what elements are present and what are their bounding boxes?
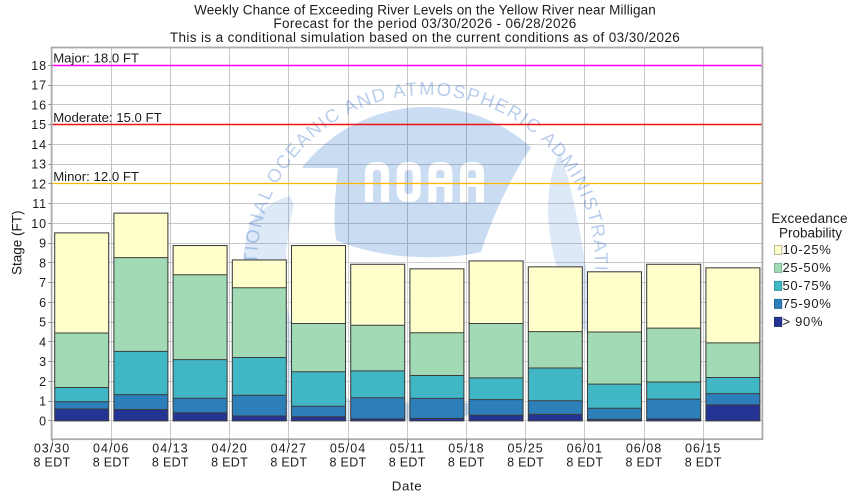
svg-text:8 EDT: 8 EDT	[389, 455, 426, 469]
svg-text:06/15: 06/15	[685, 441, 721, 455]
svg-text:Probability: Probability	[779, 226, 842, 241]
svg-text:10: 10	[31, 217, 47, 231]
svg-text:8 EDT: 8 EDT	[685, 455, 722, 469]
svg-text:05/11: 05/11	[390, 441, 425, 455]
svg-text:05/25: 05/25	[507, 441, 543, 455]
svg-text:8 EDT: 8 EDT	[566, 455, 603, 469]
svg-text:1: 1	[39, 395, 47, 409]
svg-text:5: 5	[39, 316, 47, 330]
svg-text:Weekly Chance of Exceeding Riv: Weekly Chance of Exceeding River Levels …	[194, 2, 656, 17]
svg-text:06/08: 06/08	[626, 441, 662, 455]
svg-text:8 EDT: 8 EDT	[626, 455, 663, 469]
svg-text:8 EDT: 8 EDT	[152, 455, 189, 469]
svg-text:10-25%: 10-25%	[783, 242, 832, 257]
svg-text:11: 11	[32, 197, 47, 211]
svg-text:8 EDT: 8 EDT	[448, 455, 485, 469]
svg-text:8 EDT: 8 EDT	[34, 455, 71, 469]
svg-text:9: 9	[39, 237, 47, 251]
svg-text:75-90%: 75-90%	[783, 296, 832, 311]
svg-text:Exceedance: Exceedance	[771, 211, 847, 226]
svg-text:04/13: 04/13	[152, 441, 188, 455]
svg-text:Moderate: 15.0 FT: Moderate: 15.0 FT	[53, 110, 161, 125]
svg-text:04/06: 04/06	[93, 441, 129, 455]
svg-text:12: 12	[31, 177, 47, 191]
svg-text:05/04: 05/04	[330, 441, 366, 455]
svg-text:04/27: 04/27	[271, 441, 307, 455]
svg-text:8 EDT: 8 EDT	[211, 455, 248, 469]
svg-text:Forecast for the period 03/30/: Forecast for the period 03/30/2026 - 06/…	[273, 16, 576, 31]
svg-text:0: 0	[39, 414, 47, 428]
svg-text:7: 7	[39, 276, 47, 290]
svg-text:06/01: 06/01	[567, 441, 603, 455]
svg-text:2: 2	[39, 375, 47, 389]
svg-text:03/30: 03/30	[34, 441, 70, 455]
svg-text:17: 17	[31, 79, 47, 93]
svg-text:4: 4	[39, 335, 47, 349]
svg-text:Date: Date	[392, 478, 423, 493]
svg-text:Stage (FT): Stage (FT)	[10, 211, 25, 276]
svg-text:8 EDT: 8 EDT	[330, 455, 367, 469]
svg-text:13: 13	[31, 158, 47, 172]
svg-text:> 90%: > 90%	[783, 314, 824, 329]
svg-text:3: 3	[39, 355, 47, 369]
svg-text:6: 6	[39, 296, 47, 310]
svg-text:Major: 18.0 FT: Major: 18.0 FT	[53, 51, 139, 66]
svg-text:25-50%: 25-50%	[783, 260, 832, 275]
svg-text:04/20: 04/20	[211, 441, 247, 455]
svg-text:This is a conditional simulati: This is a conditional simulation based o…	[170, 30, 680, 45]
svg-text:8: 8	[39, 256, 47, 270]
svg-text:15: 15	[31, 118, 47, 132]
svg-text:8 EDT: 8 EDT	[507, 455, 544, 469]
svg-text:8 EDT: 8 EDT	[93, 455, 130, 469]
svg-text:18: 18	[31, 59, 47, 73]
svg-text:05/18: 05/18	[448, 441, 484, 455]
svg-text:50-75%: 50-75%	[783, 278, 832, 293]
svg-text:16: 16	[31, 98, 47, 112]
svg-text:8 EDT: 8 EDT	[270, 455, 307, 469]
svg-text:Minor: 12.0 FT: Minor: 12.0 FT	[53, 169, 139, 184]
svg-text:14: 14	[31, 138, 47, 152]
